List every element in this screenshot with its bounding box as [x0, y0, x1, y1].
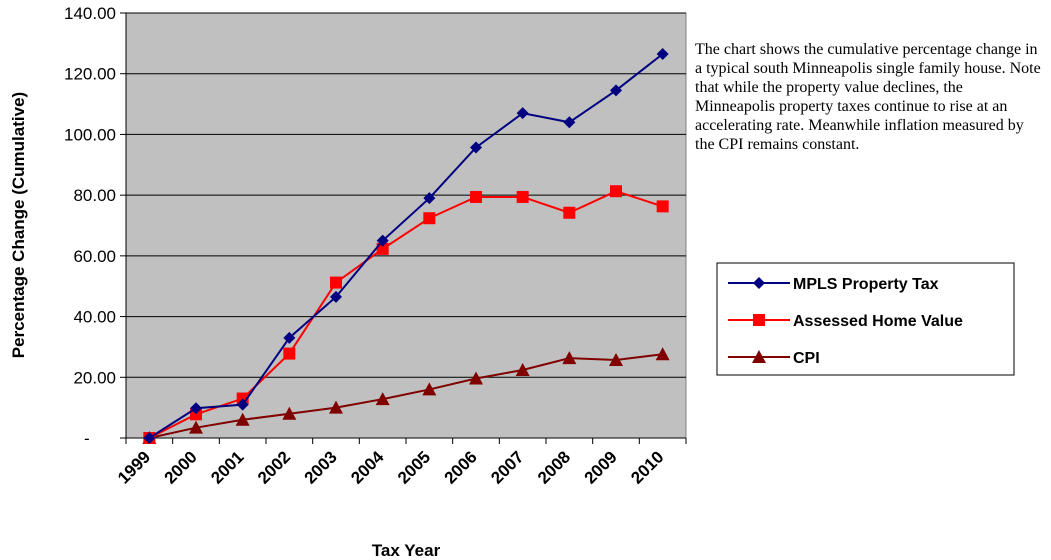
- series-line: [149, 353, 663, 439]
- x-tick-label: 2003: [301, 447, 341, 487]
- legend-marker-2: [752, 350, 766, 363]
- legend: MPLS Property Tax Assessed Home Value CPI: [716, 262, 1015, 376]
- x-tick-label: 2002: [254, 447, 294, 487]
- data-point: [236, 398, 249, 411]
- x-tick-label: 2007: [487, 447, 527, 487]
- legend-label-2: CPI: [793, 350, 820, 367]
- chart-description: The chart shows the cumulative percentag…: [695, 41, 1041, 153]
- series-1: [143, 185, 669, 444]
- x-tick-label: 2005: [394, 447, 434, 487]
- x-axis-ticks: 1999 2000 2001 2002 2003 2004 2005 2006 2007 2008…: [114, 438, 687, 488]
- data-point: [655, 347, 670, 361]
- gridlines: [126, 12, 686, 378]
- data-point: [423, 192, 436, 205]
- legend-marker-0: [753, 277, 765, 289]
- data-point: [470, 190, 482, 203]
- x-axis-title: Tax Year: [372, 541, 441, 560]
- data-point: [282, 406, 297, 420]
- data-point: [563, 116, 576, 129]
- y-tick-label: 120.00: [64, 65, 116, 84]
- data-point: [143, 432, 156, 444]
- data-point: [516, 107, 529, 120]
- data-point: [656, 47, 669, 60]
- data-point: [516, 190, 529, 203]
- x-tick-label: 2000: [161, 447, 201, 487]
- data-point: [656, 200, 669, 213]
- legend-entries: MPLS Property Tax Assessed Home Value CPI: [728, 276, 963, 367]
- data-point: [515, 363, 530, 376]
- legend-label-0: MPLS Property Tax: [793, 276, 939, 293]
- data-point: [563, 206, 576, 219]
- series-line: [148, 53, 664, 439]
- x-tick-label: 2006: [441, 447, 481, 487]
- series: [142, 47, 670, 444]
- x-tick-label: 2001: [207, 447, 247, 487]
- series-0: [143, 47, 669, 444]
- y-axis-title: Percentage Change (Cumulative): [9, 92, 28, 358]
- y-axis-ticks: - 20.00 40.00 60.00 80.00 100.00 120.00 140.00: [64, 4, 126, 448]
- legend-marker-1: [753, 314, 765, 326]
- x-tick-label: 2009: [581, 447, 621, 487]
- y-tick-label: 80.00: [73, 186, 116, 205]
- data-point: [609, 352, 623, 366]
- data-point: [375, 392, 390, 406]
- data-point: [423, 212, 436, 225]
- plot-area: [125, 12, 687, 439]
- x-tick-label: 1999: [114, 447, 154, 487]
- x-tick-label: 2008: [534, 447, 574, 487]
- data-point: [610, 185, 622, 198]
- data-point: [330, 290, 342, 303]
- y-tick-label: 60.00: [73, 247, 116, 266]
- data-point: [610, 84, 622, 97]
- data-point: [562, 351, 577, 365]
- data-point: [376, 234, 389, 247]
- y-tick-label: 20.00: [73, 368, 116, 387]
- y-tick-label: -: [84, 429, 90, 448]
- data-point: [283, 331, 296, 344]
- y-tick-label: 40.00: [73, 308, 116, 327]
- data-point: [330, 276, 342, 289]
- y-tick-label: 140.00: [64, 4, 116, 23]
- legend-label-1: Assessed Home Value: [793, 313, 963, 330]
- data-point: [469, 371, 483, 385]
- data-point: [422, 382, 437, 396]
- data-point: [283, 347, 296, 360]
- x-tick-label: 2004: [347, 447, 388, 488]
- x-tick-label: 2010: [627, 447, 667, 487]
- data-point: [190, 402, 202, 415]
- data-point: [235, 412, 250, 426]
- data-point: [376, 242, 389, 255]
- series-line: [148, 190, 663, 439]
- data-point: [329, 400, 343, 414]
- data-point: [470, 141, 482, 154]
- y-tick-label: 100.00: [64, 125, 116, 144]
- data-point: [189, 420, 203, 434]
